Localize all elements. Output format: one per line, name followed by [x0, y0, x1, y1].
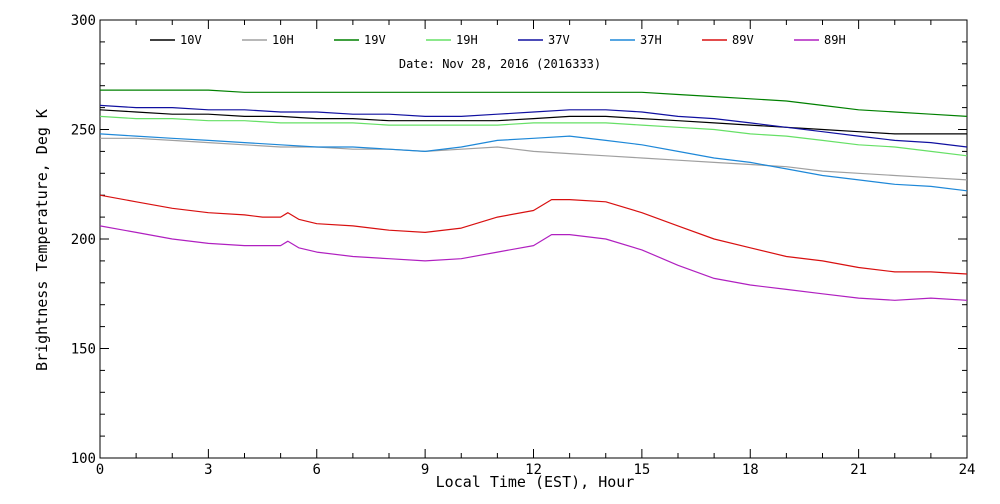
x-tick-label: 18: [742, 462, 759, 478]
series-line-37v: [99, 104, 968, 148]
legend-label-10h: 10H: [272, 33, 294, 47]
series-line-10v: [99, 109, 967, 135]
y-tick-label: 150: [71, 342, 96, 358]
x-tick-label: 9: [421, 462, 429, 478]
series-line-89v: [99, 194, 968, 275]
y-tick-label: 300: [71, 13, 96, 29]
x-tick-label: 3: [204, 462, 212, 478]
y-tick-label: 100: [71, 451, 96, 467]
x-tick-label: 15: [633, 462, 650, 478]
x-tick-label: 0: [96, 462, 104, 478]
x-tick-label: 24: [959, 462, 976, 478]
x-axis-label: Local Time (EST), Hour: [436, 473, 635, 491]
legend-label-37h: 37H: [640, 33, 662, 47]
y-axis-label: Brightness Temperature, Deg K: [33, 109, 51, 371]
legend-label-10v: 10V: [180, 33, 202, 47]
series-line-19h: [99, 115, 968, 157]
y-tick-label: 200: [71, 232, 96, 248]
legend-label-89v: 89V: [732, 33, 754, 47]
x-tick-label: 21: [850, 462, 867, 478]
x-tick-label: 12: [525, 462, 542, 478]
legend-label-19h: 19H: [456, 33, 478, 47]
y-tick-label: 250: [71, 123, 96, 139]
series-line-89h: [99, 225, 968, 301]
series-line-37h: [99, 133, 968, 192]
legend-label-19v: 19V: [364, 33, 386, 47]
legend-label-89h: 89H: [824, 33, 846, 47]
legend-label-37v: 37V: [548, 33, 570, 47]
series-line-10h: [100, 137, 968, 181]
chart-annotation: Date: Nov 28, 2016 (2016333): [399, 57, 601, 71]
series-line-19v: [100, 89, 968, 117]
plot-frame: [99, 19, 968, 459]
x-tick-label: 6: [313, 462, 321, 478]
